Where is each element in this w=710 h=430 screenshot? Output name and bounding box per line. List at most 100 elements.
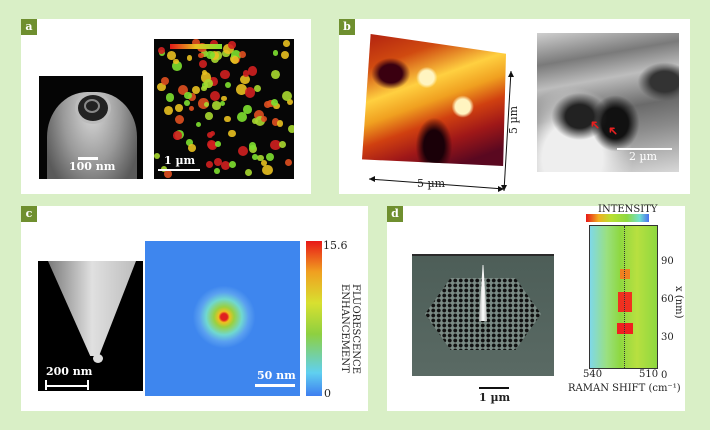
fluorescent-particle: [221, 161, 231, 171]
raman-heatmap: [589, 225, 658, 369]
afm-x-scale-label: 5 µm: [417, 177, 446, 190]
fluorescent-particle: [209, 90, 221, 101]
fluorescent-particle: [237, 145, 249, 157]
y-tick: 90: [661, 256, 674, 267]
fluorescent-particle: [261, 116, 268, 123]
fluor-scale-label: 1 µm: [164, 154, 196, 167]
fluorescent-particle: [175, 104, 183, 112]
fluorescence-enhancement-map: 50 nm: [145, 241, 300, 396]
fluorescent-particle: [160, 165, 167, 172]
fluorescent-particle: [283, 39, 290, 47]
fluorescent-particle: [164, 170, 172, 178]
fluorescent-particle: [270, 98, 279, 107]
fluorescent-particle: [157, 47, 165, 55]
y-tick: 30: [661, 332, 674, 343]
fluorescent-particle: [266, 152, 275, 162]
fluorescent-particle: [204, 79, 213, 89]
fluorescent-particle: [201, 49, 209, 57]
fluorescent-particle: [192, 39, 200, 47]
y-tick: 60: [661, 294, 674, 305]
fluorescent-particle: [203, 102, 210, 108]
fluorescence-image: 1 µm: [154, 39, 294, 179]
fluorescent-particle: [261, 159, 267, 166]
x-tick: 510: [639, 369, 659, 380]
fluorescent-particle: [207, 131, 214, 138]
fluorescent-particle: [251, 118, 258, 125]
fluorescent-particle: [204, 111, 213, 120]
fluorescent-particle: [228, 160, 237, 169]
fluorescent-particle: [191, 85, 200, 94]
sem-scale-label: 100 nm: [69, 160, 116, 173]
fluorescent-particle: [225, 81, 232, 88]
fluorescent-particle: [261, 164, 273, 176]
fluorescent-particle: [165, 93, 175, 103]
fluorescent-particle: [271, 70, 281, 79]
fluorescent-particle: [254, 110, 265, 121]
fluorescent-particle: [264, 101, 272, 108]
afm-y-scale-label: 5 µm: [507, 105, 520, 134]
fluorescent-particle: [219, 100, 225, 106]
fluorescent-particle: [209, 50, 220, 61]
colorbar-label: FLUORESCENCE ENHANCEMENT: [339, 284, 361, 374]
fluorescent-particle: [248, 142, 257, 150]
fluorescent-particle: [228, 129, 236, 138]
fluorescent-particle: [184, 91, 192, 100]
y-axis-label: x (nm): [673, 286, 684, 319]
fluorescent-particle: [278, 140, 286, 149]
fluorescent-particle: [239, 51, 247, 59]
afm-scale-arrows: [368, 70, 514, 192]
fluorescent-particle: [220, 70, 230, 80]
fluorescent-particle: [276, 119, 284, 127]
x-tick: 540: [583, 369, 603, 380]
tip-image: 200 nm: [38, 261, 143, 391]
sem-scale-label: 2 µm: [629, 150, 658, 163]
fluorescent-particle: [187, 144, 196, 153]
fluorescent-particle: [287, 124, 294, 133]
color-scale-bar: [170, 44, 222, 49]
panel-label-d: d: [387, 206, 403, 222]
fluorescent-particle: [223, 43, 235, 55]
tip-scale-label: 200 nm: [46, 365, 93, 378]
fluorescent-particle: [247, 66, 258, 76]
fluorescent-particle: [185, 139, 193, 146]
fluorescent-particle: [213, 158, 222, 167]
fluorescent-particle: [195, 122, 201, 128]
fluorescent-particle: [200, 72, 211, 83]
red-arrow-icon: ➜: [604, 121, 623, 140]
fluorescent-particle: [161, 76, 169, 85]
intensity-label: INTENSITY: [598, 204, 658, 215]
fluorescent-particle: [198, 59, 207, 69]
fluorescent-particle: [236, 111, 247, 122]
fluorescent-particle: [224, 115, 231, 123]
fluorescent-particle: [187, 93, 196, 102]
fluorescent-particle: [173, 131, 182, 140]
colorbar: [306, 241, 322, 396]
fluorescent-particle: [242, 70, 249, 77]
fluorescent-particle: [205, 50, 215, 60]
fluorescent-particle: [206, 140, 216, 150]
fluorescent-particle: [257, 154, 265, 162]
fluorescent-particle: [273, 102, 280, 109]
panel-d: d 1 µm INTENSITY 90 60 30 0 x (nm) 540 5…: [387, 204, 685, 411]
fluorescent-particle: [255, 115, 266, 127]
fluorescent-particle: [173, 58, 179, 65]
fluorescent-particle: [157, 82, 166, 91]
fluorescent-particle: [281, 90, 293, 101]
fluorescent-particle: [230, 55, 239, 65]
fluorescent-particle: [164, 106, 174, 116]
panel-label-c: c: [21, 206, 37, 222]
fluorescent-particle: [281, 51, 290, 60]
fluorescent-particle: [172, 61, 183, 71]
fluorescent-particle: [209, 77, 218, 86]
panel-label-b: b: [339, 19, 355, 35]
fluorescent-particle: [184, 99, 191, 106]
fluorescent-particle: [243, 105, 252, 114]
sem-scale-label: 1 µm: [479, 391, 511, 404]
fluorescent-particle: [230, 50, 242, 61]
fluorescent-particle: [206, 161, 213, 169]
intensity-colorbar: [586, 214, 649, 222]
afm-3d-image: [362, 34, 506, 166]
x-axis-label: RAMAN SHIFT (cm⁻¹): [568, 383, 681, 394]
fluorescent-particle: [240, 75, 250, 85]
fluorescent-particle: [244, 168, 253, 177]
